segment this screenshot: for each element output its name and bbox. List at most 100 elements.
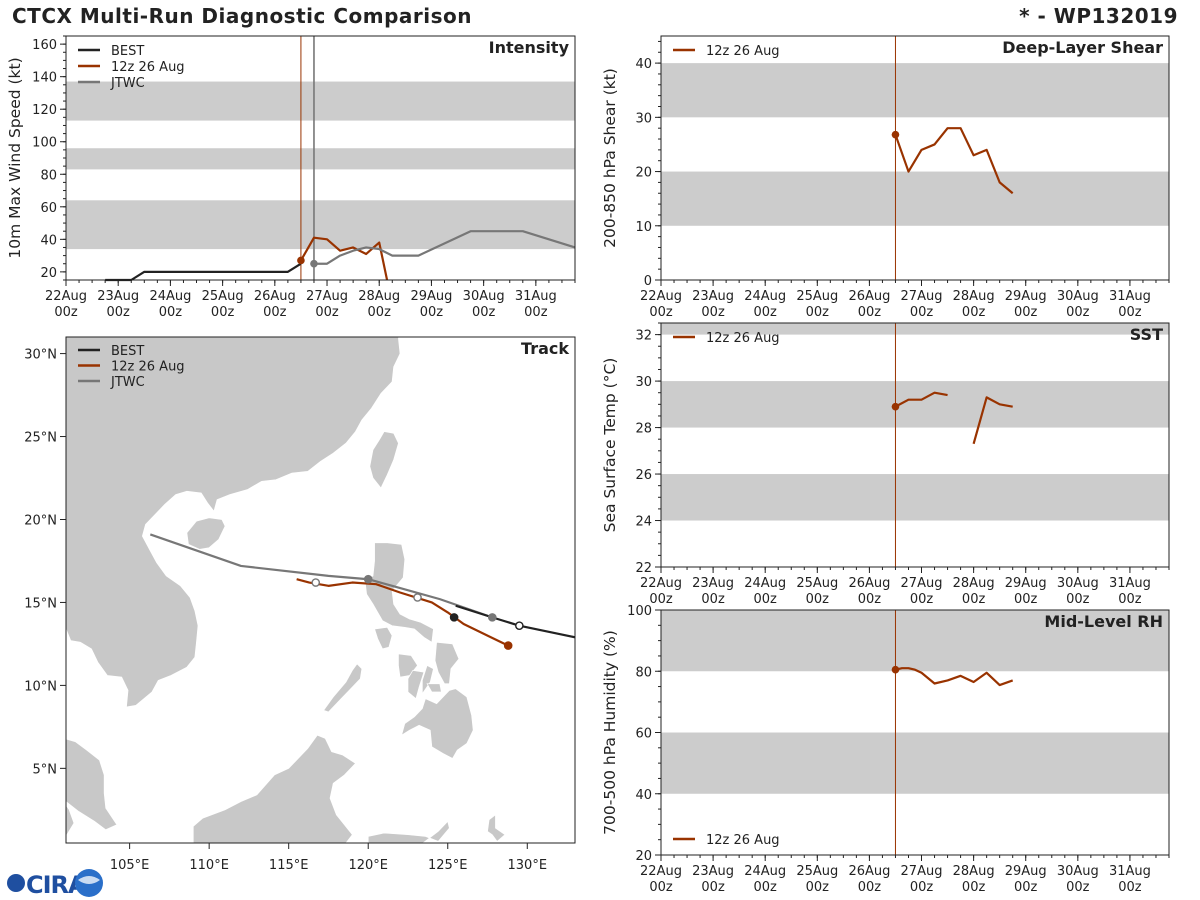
rh-ytick-label: 80 xyxy=(635,665,652,680)
rh-ytick-label: 40 xyxy=(635,788,652,803)
intensity-ytick-label: 100 xyxy=(32,136,57,151)
rh-xtick-day: 26Aug xyxy=(848,864,890,879)
land-halmahera xyxy=(487,814,506,842)
shear-xtick-day: 23Aug xyxy=(692,289,734,304)
shear-xtick-hour: 00z xyxy=(1066,305,1090,320)
shear-xtick-hour: 00z xyxy=(701,305,725,320)
shear-xtick-day: 25Aug xyxy=(796,289,838,304)
sst-xtick-day: 31Aug xyxy=(1109,576,1151,591)
intensity-series-jtwc-line xyxy=(313,230,576,265)
shear-xtick-day: 31Aug xyxy=(1109,289,1151,304)
logo-globe-left xyxy=(7,874,25,892)
rh-frame xyxy=(660,609,1170,856)
sst-frame xyxy=(660,322,1170,568)
land-mainland xyxy=(66,337,401,831)
track-frame xyxy=(65,336,576,844)
storm-id: * - WP132019 xyxy=(1019,4,1178,28)
track-xtick-label: 130°E xyxy=(508,858,548,873)
land-samar-leyte xyxy=(434,641,460,685)
sst-band xyxy=(661,474,1169,521)
shear-band xyxy=(661,171,1169,226)
sst-xtick-day: 26Aug xyxy=(848,576,890,591)
sst-xtick-hour: 00z xyxy=(858,592,882,607)
shear-series-run-start-marker xyxy=(891,130,900,139)
shear-legend-label-run: 12z 26 Aug xyxy=(706,44,780,59)
sst-xtick-day: 29Aug xyxy=(1005,576,1047,591)
rh-panel: 2040608010022Aug00z23Aug00z24Aug00z25Aug… xyxy=(601,604,1170,895)
intensity-xtick-hour: 00z xyxy=(524,305,548,320)
intensity-ytick-label: 60 xyxy=(40,201,57,216)
sst-series-run-start-marker xyxy=(891,402,900,411)
rh-band xyxy=(661,732,1169,794)
rh-xtick-day: 31Aug xyxy=(1109,864,1151,879)
rh-xtick-hour: 00z xyxy=(1118,880,1142,895)
shear-xtick-hour: 00z xyxy=(1118,305,1142,320)
track-series-jtwc-point xyxy=(363,574,373,584)
intensity-xtick-hour: 00z xyxy=(107,305,131,320)
intensity-band xyxy=(66,200,575,250)
shear-xtick-hour: 00z xyxy=(962,305,986,320)
intensity-xtick-day: 23Aug xyxy=(97,289,139,304)
shear-xtick-hour: 00z xyxy=(910,305,934,320)
track-ytick-label: 10°N xyxy=(24,679,57,694)
sst-series-run-line xyxy=(894,391,948,408)
track-ytick-label: 20°N xyxy=(24,513,57,528)
track-legend-label-best: BEST xyxy=(111,344,144,359)
sst-ytick-label: 32 xyxy=(635,329,652,344)
shear-ytick-label: 40 xyxy=(635,57,652,72)
rh-series-run-start-marker xyxy=(891,665,900,674)
sst-xtick-day: 30Aug xyxy=(1057,576,1099,591)
intensity-xtick-day: 22Aug xyxy=(45,289,87,304)
sst-xtick-hour: 00z xyxy=(1118,592,1142,607)
intensity-ytick-label: 160 xyxy=(32,38,57,53)
shear-band xyxy=(661,63,1169,118)
track-series-jtwc-point xyxy=(413,593,422,602)
intensity-xtick-hour: 00z xyxy=(263,305,287,320)
sst-xtick-day: 27Aug xyxy=(901,576,943,591)
intensity-xtick-day: 30Aug xyxy=(463,289,505,304)
shear-xtick-day: 24Aug xyxy=(744,289,786,304)
rh-band xyxy=(661,610,1169,672)
intensity-xtick-hour: 00z xyxy=(368,305,392,320)
shear-xtick-hour: 00z xyxy=(806,305,830,320)
intensity-series-run-start-marker xyxy=(297,256,305,265)
rh-xtick-day: 23Aug xyxy=(692,864,734,879)
sst-xtick-hour: 00z xyxy=(806,592,830,607)
rh-title: Mid-Level RH xyxy=(1044,612,1163,631)
rh-legend-label-run: 12z 26 Aug xyxy=(706,833,780,848)
sst-series-run-line xyxy=(972,396,1013,445)
shear-xtick-hour: 00z xyxy=(1014,305,1038,320)
intensity-legend-label-best: BEST xyxy=(111,44,144,59)
track-ytick-label: 5°N xyxy=(33,762,58,777)
intensity-xtick-day: 27Aug xyxy=(306,289,348,304)
sst-ylabel: Sea Surface Temp (°C) xyxy=(601,358,619,533)
intensity-ytick-label: 40 xyxy=(40,233,57,248)
logo-swirl xyxy=(78,876,100,884)
rh-xtick-hour: 00z xyxy=(754,880,778,895)
track-xtick-label: 110°E xyxy=(189,858,229,873)
rh-xtick-day: 27Aug xyxy=(901,864,943,879)
track-xtick-label: 115°E xyxy=(269,858,309,873)
intensity-xtick-day: 24Aug xyxy=(149,289,191,304)
track-panel: 105°E 110°E 115°E 120°E 125°E 130°E 5°N 10°N 15°… xyxy=(24,336,576,873)
rh-ytick-label: 60 xyxy=(635,727,652,742)
shear-title: Deep-Layer Shear xyxy=(1002,38,1163,57)
sst-xtick-hour: 00z xyxy=(701,592,725,607)
shear-xtick-day: 30Aug xyxy=(1057,289,1099,304)
rh-ytick-label: 20 xyxy=(635,849,652,864)
sst-xtick-hour: 00z xyxy=(1066,592,1090,607)
intensity-panel: 2040608010012014016022Aug00z23Aug00z24Au… xyxy=(6,35,576,320)
rh-xtick-hour: 00z xyxy=(962,880,986,895)
track-series-best-point xyxy=(449,613,459,622)
land-hainan xyxy=(186,517,226,550)
intensity-series-run-line xyxy=(299,236,389,281)
sst-xtick-hour: 00z xyxy=(910,592,934,607)
intensity-ytick-label: 20 xyxy=(40,266,57,281)
land-bohol xyxy=(426,683,442,693)
sst-xtick-day: 23Aug xyxy=(692,576,734,591)
intensity-xtick-hour: 00z xyxy=(159,305,183,320)
sst-xtick-day: 24Aug xyxy=(744,576,786,591)
rh-xtick-hour: 00z xyxy=(649,880,673,895)
intensity-xtick-hour: 00z xyxy=(54,305,78,320)
